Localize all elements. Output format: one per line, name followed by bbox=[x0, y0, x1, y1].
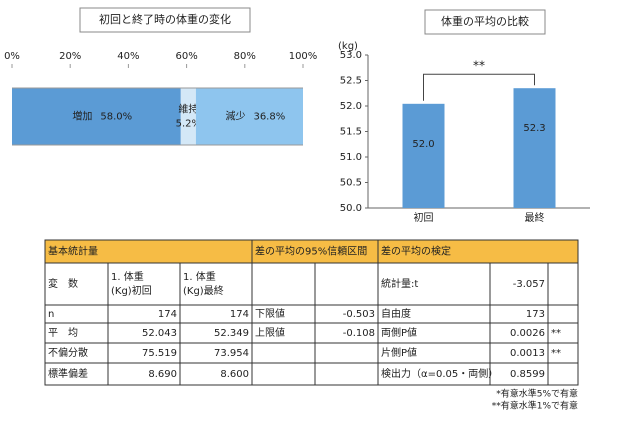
cell-text: 片側P値 bbox=[381, 346, 417, 359]
table-cell bbox=[547, 304, 579, 324]
cell-text: 73.954 bbox=[214, 348, 249, 359]
bar-segment bbox=[180, 88, 196, 145]
x-tick-label: 100% bbox=[289, 51, 318, 62]
table-cell bbox=[314, 262, 379, 306]
significance-bracket bbox=[423, 73, 535, 101]
x-tick-label: 20% bbox=[59, 51, 81, 62]
footnote: **有意水準1%で有意 bbox=[492, 400, 578, 412]
cell-text: 0.0013 bbox=[510, 348, 545, 359]
cell-text: 上限値 bbox=[255, 326, 285, 339]
y-tick-label: 50.5 bbox=[340, 178, 362, 189]
y-tick-label: 51.5 bbox=[340, 127, 362, 138]
table-cell bbox=[547, 262, 579, 306]
table-cell bbox=[179, 262, 253, 306]
x-tick-label: 60% bbox=[175, 51, 197, 62]
cell-text: 173 bbox=[526, 309, 545, 320]
cell-text: 1. 体重 bbox=[111, 270, 144, 283]
cell-text: 平 均 bbox=[48, 327, 78, 339]
cell-text: 不偏分散 bbox=[48, 346, 88, 359]
table-cell bbox=[107, 262, 181, 306]
cell-text: -3.057 bbox=[513, 279, 545, 290]
table-cell bbox=[547, 362, 579, 386]
cell-text: 統計量:t bbox=[381, 277, 418, 290]
cell-text: n bbox=[48, 309, 54, 320]
table-header-bg bbox=[45, 240, 578, 263]
segment-name: 維持 bbox=[178, 103, 198, 116]
y-tick-label: 51.0 bbox=[340, 152, 362, 163]
cell-text: 174 bbox=[230, 309, 249, 320]
cell-text: 検出力（α=0.05・両側） bbox=[381, 367, 498, 380]
cell-text: (Kg)初回 bbox=[111, 284, 152, 297]
cell-text: 0.0026 bbox=[510, 328, 545, 339]
x-tick-label: 初回 bbox=[414, 211, 434, 224]
x-tick-label: 80% bbox=[234, 51, 256, 62]
footnote: *有意水準5%で有意 bbox=[496, 388, 578, 400]
cell-text: 174 bbox=[158, 309, 177, 320]
data-label: 5.2% bbox=[176, 119, 201, 130]
cell-text: 52.043 bbox=[142, 328, 177, 339]
x-tick-label: 0% bbox=[4, 51, 20, 62]
chart-title: 体重の平均の比較 bbox=[441, 14, 529, 28]
table-cell bbox=[314, 362, 379, 386]
segment-name: 増加 bbox=[72, 110, 92, 123]
y-tick-label: 53.0 bbox=[340, 50, 362, 61]
table-cell bbox=[44, 304, 109, 324]
y-tick-label: 50.0 bbox=[340, 203, 362, 214]
cell-text: ** bbox=[551, 348, 561, 359]
x-tick-label: 最終 bbox=[525, 211, 545, 224]
cell-text: 75.519 bbox=[142, 348, 177, 359]
x-tick-label: 40% bbox=[117, 51, 139, 62]
cell-text: -0.108 bbox=[343, 328, 375, 339]
bar-segment bbox=[195, 88, 303, 145]
cell-text: 両側P値 bbox=[381, 326, 417, 339]
cell-text: 52.349 bbox=[214, 328, 249, 339]
table-cell bbox=[251, 262, 316, 306]
annotation: ** bbox=[473, 59, 485, 73]
table-cell bbox=[251, 342, 316, 364]
data-label: 58.0% bbox=[100, 112, 132, 123]
bar-segment bbox=[12, 88, 181, 145]
header-text: 差の平均の95%信頼区間 bbox=[255, 245, 367, 258]
cell-text: (Kg)最終 bbox=[183, 284, 224, 297]
chart-title: 初回と終了時の体重の変化 bbox=[99, 12, 231, 26]
bar bbox=[513, 88, 556, 208]
bar bbox=[402, 103, 445, 208]
title-box bbox=[424, 9, 546, 35]
cell-text: 8.690 bbox=[148, 369, 177, 380]
cell-text: -0.503 bbox=[343, 309, 375, 320]
data-label: 52.0 bbox=[412, 139, 434, 150]
cell-text: ** bbox=[551, 328, 561, 339]
data-label: 52.3 bbox=[523, 123, 545, 134]
y-tick-label: 52.0 bbox=[340, 101, 362, 112]
header-text: 差の平均の検定 bbox=[381, 245, 451, 258]
table-cell bbox=[314, 342, 379, 364]
y-axis-label: (kg) bbox=[338, 41, 358, 52]
cell-text: 下限値 bbox=[255, 307, 285, 320]
table-cell bbox=[251, 362, 316, 386]
cell-text: 自由度 bbox=[381, 307, 411, 320]
segment-name: 減少 bbox=[225, 110, 245, 123]
header-text: 基本統計量 bbox=[48, 245, 98, 258]
cell-text: 標準偏差 bbox=[48, 367, 88, 380]
cell-text: 1. 体重 bbox=[183, 270, 216, 283]
y-tick-label: 52.5 bbox=[340, 76, 362, 87]
cell-text: 変 数 bbox=[48, 277, 78, 290]
title-box bbox=[79, 7, 251, 33]
data-label: 36.8% bbox=[253, 112, 285, 123]
cell-text: 8.600 bbox=[220, 369, 249, 380]
cell-text: 0.8599 bbox=[510, 369, 545, 380]
